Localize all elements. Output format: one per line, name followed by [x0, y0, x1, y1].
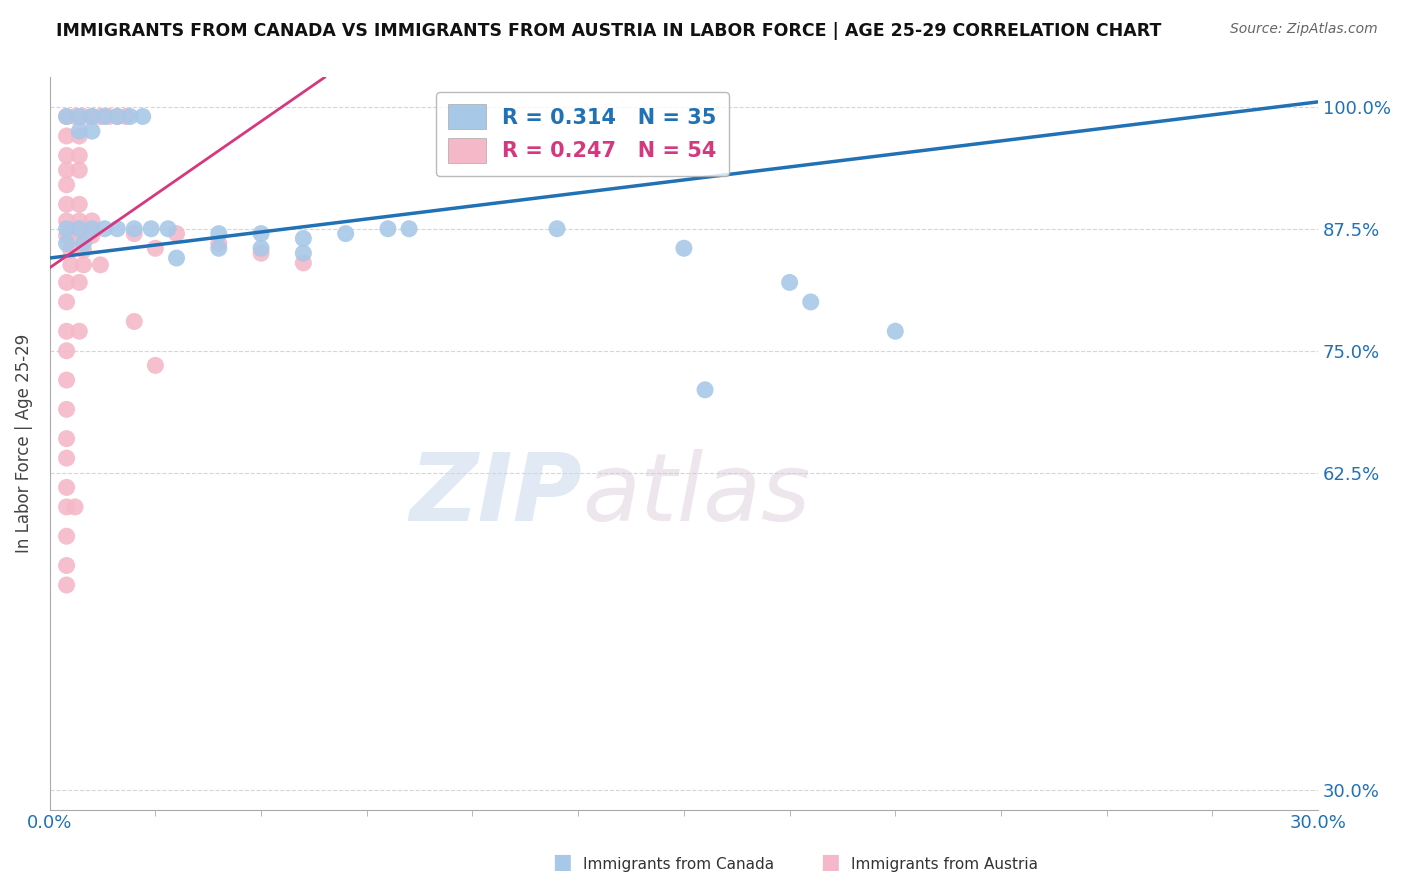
Point [122, 314, 145, 328]
Point [114, 110, 136, 124]
Point [55, 110, 77, 124]
Point [105, 110, 128, 124]
Point [55, 197, 77, 211]
Point [67, 110, 90, 124]
Point [55, 324, 77, 338]
Point [335, 227, 357, 241]
Point [80, 124, 103, 138]
Point [59, 258, 82, 272]
Point [63, 500, 86, 514]
Text: Source: ZipAtlas.com: Source: ZipAtlas.com [1230, 22, 1378, 37]
Point [93, 110, 115, 124]
Point [80, 221, 103, 235]
Point [250, 246, 273, 260]
Point [55, 343, 77, 358]
Point [377, 221, 399, 235]
Point [122, 221, 145, 235]
Point [55, 178, 77, 192]
Point [67, 197, 90, 211]
Point [55, 236, 77, 251]
Point [89, 110, 111, 124]
Point [105, 110, 128, 124]
Point [208, 227, 231, 241]
Point [59, 244, 82, 258]
Point [55, 432, 77, 446]
Point [208, 236, 231, 251]
Legend: R = 0.314   N = 35, R = 0.247   N = 54: R = 0.314 N = 35, R = 0.247 N = 54 [436, 92, 730, 176]
Text: ■: ■ [553, 853, 572, 872]
Point [800, 295, 823, 310]
Point [105, 221, 128, 235]
Point [250, 241, 273, 255]
Point [55, 128, 77, 143]
Point [67, 148, 90, 162]
Point [55, 500, 77, 514]
Text: Immigrants from Austria: Immigrants from Austria [851, 857, 1038, 872]
Point [67, 228, 90, 243]
Text: IMMIGRANTS FROM CANADA VS IMMIGRANTS FROM AUSTRIA IN LABOR FORCE | AGE 25-29 COR: IMMIGRANTS FROM CANADA VS IMMIGRANTS FRO… [56, 22, 1161, 40]
Point [292, 256, 315, 270]
Point [118, 110, 141, 124]
Point [292, 231, 315, 245]
Point [55, 221, 77, 235]
Point [67, 324, 90, 338]
Point [93, 221, 115, 235]
Point [55, 214, 77, 228]
Point [55, 148, 77, 162]
Point [67, 124, 90, 138]
Point [80, 110, 103, 124]
Point [67, 221, 90, 235]
Point [55, 163, 77, 178]
Text: Immigrants from Canada: Immigrants from Canada [583, 857, 775, 872]
Point [67, 276, 90, 290]
Point [67, 163, 90, 178]
Point [157, 221, 180, 235]
Point [55, 402, 77, 417]
Point [208, 241, 231, 255]
Point [166, 251, 188, 265]
Point [97, 110, 120, 124]
Point [80, 214, 103, 228]
Point [398, 221, 420, 235]
Text: ZIP: ZIP [409, 449, 582, 541]
Point [250, 227, 273, 241]
Point [55, 558, 77, 573]
Point [72, 258, 94, 272]
Point [139, 221, 162, 235]
Point [779, 276, 801, 290]
Point [672, 241, 695, 255]
Point [72, 110, 94, 124]
Text: atlas: atlas [582, 450, 811, 541]
Point [55, 276, 77, 290]
Point [55, 295, 77, 310]
Point [55, 578, 77, 592]
Point [55, 529, 77, 543]
Point [72, 236, 94, 251]
Point [67, 214, 90, 228]
Y-axis label: In Labor Force | Age 25-29: In Labor Force | Age 25-29 [15, 334, 32, 553]
Point [80, 228, 103, 243]
Point [693, 383, 716, 397]
Point [292, 246, 315, 260]
Point [55, 228, 77, 243]
Text: ■: ■ [820, 853, 839, 872]
Point [145, 359, 167, 373]
Point [89, 258, 111, 272]
Point [55, 451, 77, 466]
Point [55, 373, 77, 387]
Point [63, 110, 86, 124]
Point [131, 110, 153, 124]
Point [80, 110, 103, 124]
Point [884, 324, 907, 338]
Point [72, 244, 94, 258]
Point [145, 241, 167, 255]
Point [55, 480, 77, 494]
Point [67, 128, 90, 143]
Point [122, 227, 145, 241]
Point [546, 221, 568, 235]
Point [55, 110, 77, 124]
Point [166, 227, 188, 241]
